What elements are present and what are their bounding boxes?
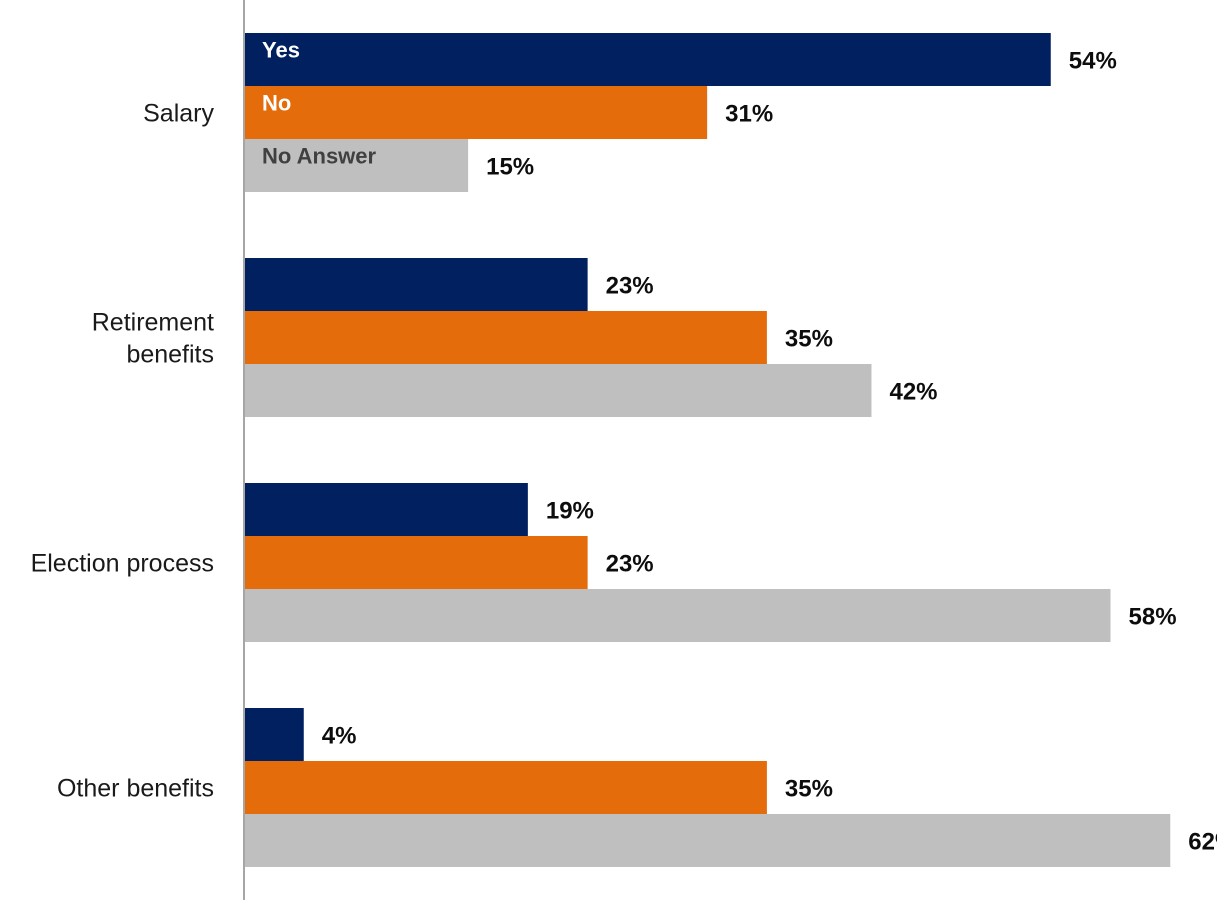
bars-layer: [244, 33, 1171, 867]
bar-yes: [244, 483, 528, 536]
category-label: Salary: [143, 100, 214, 128]
category-label: Election process: [31, 550, 214, 578]
bar-yes: [244, 258, 588, 311]
labels-layer: Salary 54% Yes 31% No 15% No Answer Retirement b…: [31, 38, 1217, 856]
bar-yes: [244, 33, 1051, 86]
value-label: 23%: [606, 551, 654, 578]
bar-yes: [244, 708, 304, 761]
value-label: 19%: [546, 498, 594, 525]
value-label: 35%: [785, 776, 833, 803]
value-label: 54%: [1069, 48, 1117, 75]
series-label-no: No: [262, 91, 291, 116]
category-label: Retirement benefits: [92, 309, 214, 369]
value-label: 62%: [1188, 829, 1217, 856]
bar-no-answer: [244, 139, 469, 192]
value-label: 4%: [322, 723, 357, 750]
value-label: 58%: [1129, 604, 1177, 631]
bar-no-answer: [244, 814, 1171, 867]
bar-no: [244, 536, 588, 589]
value-label: 35%: [785, 326, 833, 353]
bar-no-answer: [244, 589, 1111, 642]
category-label: Other benefits: [57, 775, 214, 803]
bar-no: [244, 761, 767, 814]
bar-no: [244, 311, 767, 364]
series-label-yes: Yes: [262, 38, 300, 63]
value-label: 42%: [889, 379, 937, 406]
value-label: 15%: [486, 154, 534, 181]
series-label-no-answer: No Answer: [262, 144, 377, 169]
bar-no-answer: [244, 364, 872, 417]
value-label: 31%: [725, 101, 773, 128]
bar-no: [244, 86, 708, 139]
value-label: 23%: [606, 273, 654, 300]
